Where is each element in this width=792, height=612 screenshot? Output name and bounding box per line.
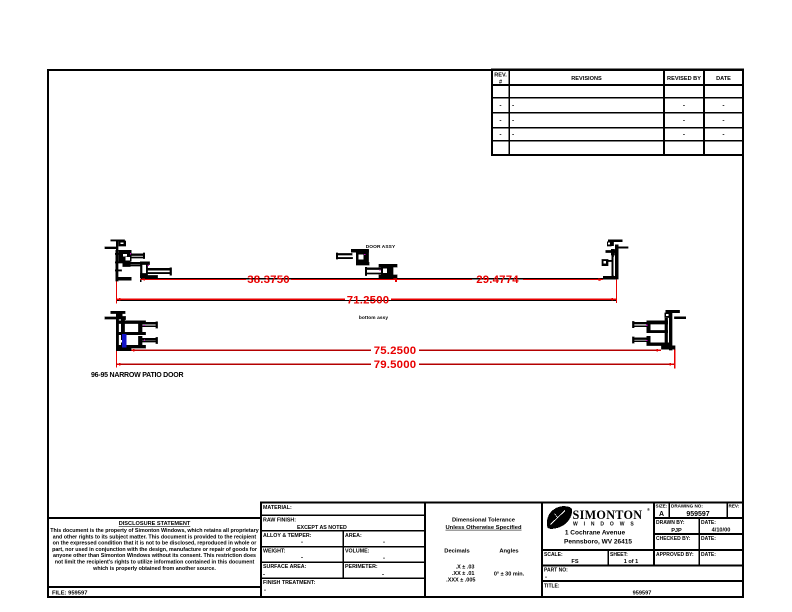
- svg-text:anyone other than Simonton Win: anyone other than Simonton Windows witho…: [53, 553, 256, 559]
- svg-text:MATERIAL:: MATERIAL:: [263, 505, 292, 511]
- svg-text:FS: FS: [571, 559, 578, 565]
- svg-text:-: -: [512, 132, 514, 139]
- svg-text:SIMONTON: SIMONTON: [573, 508, 643, 522]
- svg-text:-: -: [383, 556, 385, 562]
- svg-text:-: -: [545, 575, 547, 581]
- svg-text:SIZE:: SIZE:: [656, 504, 668, 509]
- svg-text:AREA:: AREA:: [345, 533, 362, 539]
- svg-text:Angles: Angles: [499, 549, 518, 555]
- svg-text:and other rights to its subjec: and other rights to its subject matter. …: [53, 534, 257, 540]
- svg-text:-: -: [301, 540, 303, 546]
- svg-text:TITLE:: TITLE:: [544, 584, 560, 590]
- svg-text:DRAWING NO:: DRAWING NO:: [671, 504, 703, 509]
- svg-text:®: ®: [647, 507, 650, 512]
- svg-text:-: -: [264, 588, 266, 594]
- svg-text:71.2500: 71.2500: [347, 294, 390, 306]
- svg-text:-: -: [499, 118, 501, 125]
- svg-text:79.5000: 79.5000: [374, 359, 417, 371]
- svg-text:SHEET:: SHEET:: [610, 552, 628, 558]
- svg-text:WEIGHT:: WEIGHT:: [263, 549, 286, 555]
- svg-text:-: -: [683, 118, 685, 125]
- svg-text:on the expressed condition tha: on the expressed condition that it is no…: [53, 541, 257, 547]
- svg-text:DATE: DATE: [716, 76, 731, 82]
- svg-text:-: -: [512, 103, 514, 110]
- svg-text:-: -: [499, 103, 501, 110]
- svg-text:96-95 NARROW PATIO DOOR: 96-95 NARROW PATIO DOOR: [91, 372, 183, 379]
- svg-text:.XX ± .01: .XX ± .01: [452, 571, 475, 577]
- svg-text:Unless Otherwise Specified: Unless Otherwise Specified: [445, 525, 521, 531]
- svg-text:RAW FINISH:: RAW FINISH:: [263, 518, 296, 524]
- svg-text:which is properly obtained fro: which is properly obtained from another …: [92, 566, 216, 572]
- svg-text:-: -: [683, 132, 685, 139]
- svg-text:DOOR ASSY: DOOR ASSY: [366, 244, 396, 250]
- svg-text:Dimensional Tolerance: Dimensional Tolerance: [452, 518, 516, 524]
- svg-text:29.4774: 29.4774: [476, 274, 519, 286]
- svg-text:VOLUME:: VOLUME:: [345, 549, 370, 555]
- svg-text:-: -: [382, 573, 384, 579]
- svg-text:REV:: REV:: [729, 504, 740, 509]
- svg-text:FINISH TREATMENT:: FINISH TREATMENT:: [263, 580, 316, 586]
- svg-text:part, nor used in conjunction: part, nor used in conjunction with the d…: [52, 547, 257, 553]
- svg-text:DISCLOSURE STATEMENT: DISCLOSURE STATEMENT: [119, 521, 191, 527]
- svg-text:-: -: [499, 132, 501, 139]
- svg-text:CHECKED BY:: CHECKED BY:: [656, 536, 691, 542]
- svg-text:-: -: [263, 573, 265, 579]
- svg-text:DATE:: DATE:: [701, 552, 716, 558]
- svg-text:DATE:: DATE:: [701, 536, 716, 542]
- svg-text:PJP: PJP: [671, 528, 682, 534]
- svg-text:DATE:: DATE:: [701, 520, 716, 526]
- svg-text:959597: 959597: [686, 511, 709, 518]
- svg-text:FILE: 959597: FILE: 959597: [52, 591, 87, 597]
- svg-text:not limit the recipient's righ: not limit the recipient's rights to util…: [55, 560, 255, 566]
- svg-text:1 Cochrane Avenue: 1 Cochrane Avenue: [565, 530, 626, 537]
- svg-text:#: #: [499, 79, 503, 85]
- svg-text:bottom assy: bottom assy: [359, 315, 389, 321]
- svg-text:.X ± .03: .X ± .03: [456, 565, 475, 571]
- svg-text:-: -: [383, 540, 385, 546]
- svg-text:A: A: [659, 511, 664, 518]
- svg-text:WINDOWS: WINDOWS: [573, 522, 640, 528]
- svg-text:.XXX ± .005: .XXX ± .005: [446, 578, 475, 584]
- svg-text:Decimals: Decimals: [444, 549, 469, 555]
- svg-text:4/10/00: 4/10/00: [712, 528, 731, 534]
- svg-text:-: -: [301, 556, 303, 562]
- svg-text:This document is the property: This document is the property of Simonto…: [50, 528, 258, 534]
- svg-text:-: -: [722, 132, 724, 139]
- svg-text:APPROVED BY:: APPROVED BY:: [656, 552, 694, 558]
- svg-text:1 of 1: 1 of 1: [624, 559, 639, 565]
- svg-text:38.3750: 38.3750: [247, 274, 290, 286]
- svg-text:SCALE:: SCALE:: [544, 552, 563, 558]
- svg-text:ALLOY & TEMPER:: ALLOY & TEMPER:: [263, 533, 312, 539]
- svg-text:75.2500: 75.2500: [374, 345, 417, 357]
- svg-text:SURFACE AREA:: SURFACE AREA:: [263, 564, 307, 570]
- svg-text:REV.: REV.: [494, 73, 507, 79]
- svg-text:-: -: [722, 118, 724, 125]
- svg-text:-: -: [722, 103, 724, 110]
- svg-text:PART NO:: PART NO:: [544, 568, 568, 574]
- svg-text:-: -: [512, 118, 514, 125]
- svg-text:REVISED BY: REVISED BY: [667, 76, 701, 82]
- svg-text:Pennsboro, WV 26415: Pennsboro, WV 26415: [564, 539, 632, 546]
- svg-text:EXCEPT AS NOTED: EXCEPT AS NOTED: [297, 525, 347, 531]
- svg-text:-: -: [683, 103, 685, 110]
- svg-text:959597: 959597: [633, 591, 652, 597]
- svg-text:0° ± 30 min.: 0° ± 30 min.: [494, 572, 525, 578]
- svg-text:PERIMETER:: PERIMETER:: [345, 564, 378, 570]
- svg-text:DRAWN BY:: DRAWN BY:: [656, 520, 685, 526]
- svg-text:REVISIONS: REVISIONS: [571, 76, 602, 82]
